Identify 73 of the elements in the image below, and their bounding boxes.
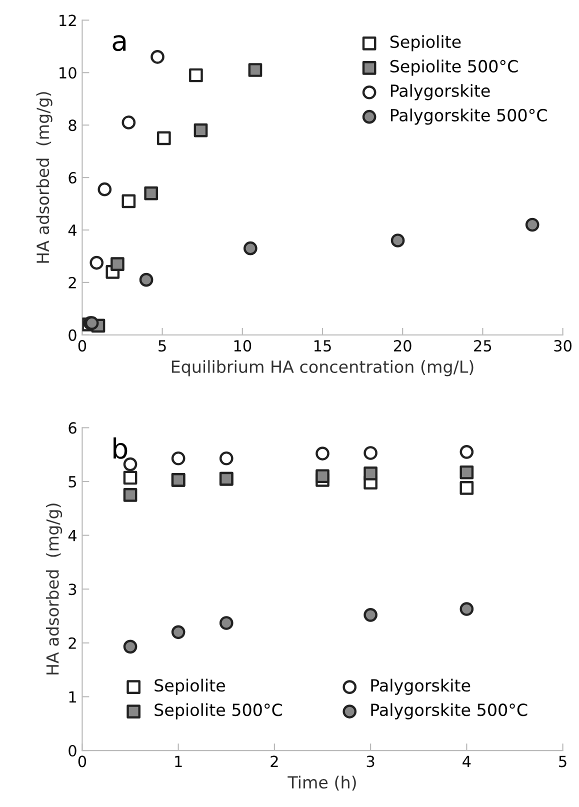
x-tick-label: 30 xyxy=(554,340,572,352)
point xyxy=(364,608,378,622)
x-tick-label: 0 xyxy=(78,756,86,768)
y-tick-label: 6 xyxy=(68,422,76,434)
point xyxy=(244,241,258,256)
point xyxy=(139,272,154,287)
point xyxy=(144,186,158,200)
point xyxy=(171,625,186,640)
point xyxy=(460,445,474,459)
x-tick-label: 5 xyxy=(158,340,166,352)
annotation: b xyxy=(114,437,128,459)
x-tick-label: 10 xyxy=(234,340,252,352)
point xyxy=(123,457,138,472)
legend-label: Sepiolite xyxy=(154,678,225,695)
x-tick-label: 20 xyxy=(394,340,412,352)
y-axis-title: HA adsorbed (mg/g) xyxy=(46,504,62,674)
point xyxy=(219,451,234,466)
point xyxy=(364,466,378,480)
point xyxy=(390,234,405,248)
y-tick-label: 3 xyxy=(68,584,76,596)
point xyxy=(122,116,136,130)
y-tick-label: 8 xyxy=(68,120,76,132)
legend-label: Sepiolite 500°C xyxy=(154,703,282,720)
x-tick-label: 3 xyxy=(366,756,374,768)
x-tick-label: 1 xyxy=(175,756,182,767)
legend-label: Sepiolite 500°C xyxy=(390,60,518,76)
annotation: a xyxy=(112,35,126,52)
point xyxy=(156,131,171,146)
legend-label: Palygorskite 500°C xyxy=(371,703,528,720)
point xyxy=(219,616,234,630)
y-tick-label: 4 xyxy=(68,530,76,542)
point xyxy=(122,194,136,208)
point xyxy=(316,446,330,460)
x-tick-label: 2 xyxy=(270,756,278,767)
y-tick-label: 4 xyxy=(68,224,76,236)
legend-label: Sepiolite xyxy=(390,35,461,52)
point xyxy=(150,50,164,64)
y-tick-label: 12 xyxy=(60,14,76,26)
x-tick-label: 4 xyxy=(462,756,471,767)
x-axis-title: Time (h) xyxy=(288,776,356,791)
point xyxy=(525,218,540,232)
point xyxy=(316,469,330,484)
x-tick-label: 0 xyxy=(78,340,86,352)
point xyxy=(189,68,203,82)
y-tick-label: 0 xyxy=(68,329,76,341)
y-tick-label: 0 xyxy=(68,744,76,757)
point xyxy=(123,640,138,654)
y-tick-label: 5 xyxy=(68,476,76,488)
x-tick-label: 25 xyxy=(474,340,492,352)
x-axis-title: Equilibrium HA concentration (mg/L) xyxy=(172,360,474,376)
point xyxy=(90,256,104,270)
point xyxy=(110,257,124,272)
legend-label: Palygorskite xyxy=(390,84,490,100)
y-tick-label: 2 xyxy=(68,276,76,288)
point xyxy=(98,182,112,196)
y-tick-label: 6 xyxy=(68,172,76,184)
point xyxy=(194,123,208,138)
point xyxy=(123,488,138,502)
point xyxy=(171,451,186,466)
point xyxy=(248,63,262,77)
legend-label: Palygorskite xyxy=(371,678,470,695)
y-tick-label: 10 xyxy=(60,67,76,79)
point xyxy=(460,465,474,480)
x-tick-label: 15 xyxy=(314,340,331,352)
point xyxy=(460,481,474,495)
point xyxy=(364,446,378,460)
y-axis-title: HA adsorbed (mg/g) xyxy=(36,92,52,263)
x-tick-label: 5 xyxy=(559,756,566,768)
y-tick-label: 1 xyxy=(69,691,76,703)
y-tick-label: 2 xyxy=(68,637,76,649)
point xyxy=(460,602,474,616)
legend-label: Palygorskite 500°C xyxy=(390,108,547,125)
point xyxy=(123,470,138,485)
